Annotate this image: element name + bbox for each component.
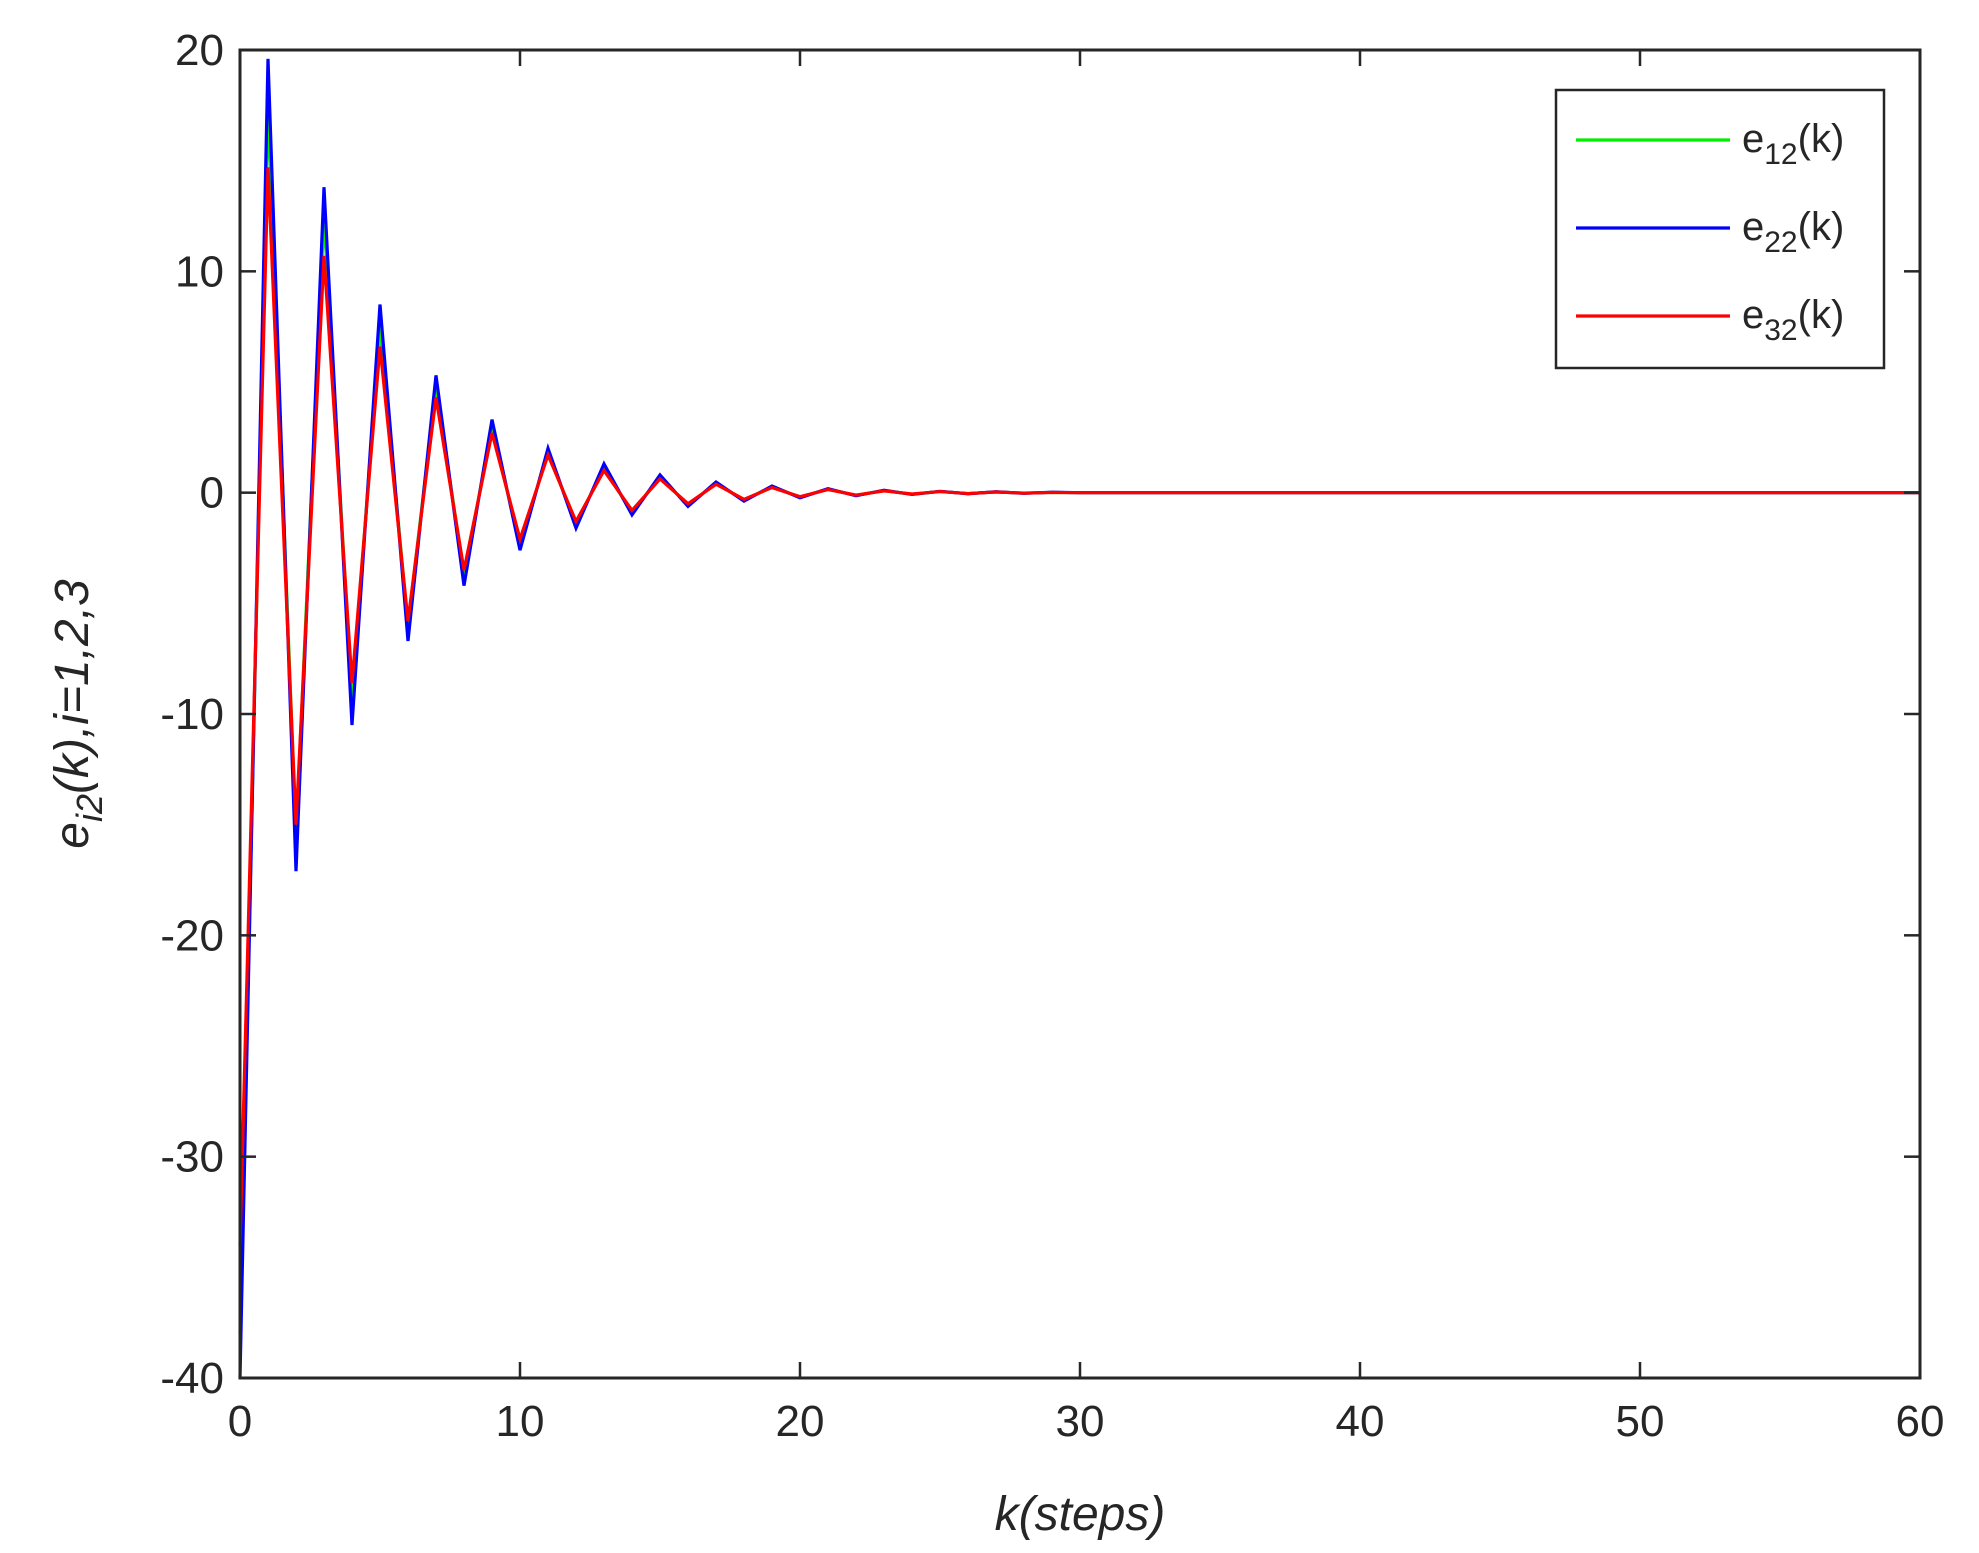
ticks-layer: 0 10 20 30 40 50 60 -40 -30 -20 -10 0 10 20: [160, 26, 1944, 1446]
x-tick-label: 10: [496, 1397, 545, 1446]
legend: e12(k) e22(k) e32(k): [1554, 88, 1886, 370]
x-tick-label: 20: [776, 1397, 825, 1446]
y-axis-title: ei2(k),i=1,2,3: [46, 579, 110, 849]
y-tick-label: -40: [160, 1354, 224, 1403]
x-tick-label: 50: [1616, 1397, 1665, 1446]
x-tick-label: 40: [1336, 1397, 1385, 1446]
y-axis-title-sub: i2: [69, 794, 110, 822]
y-tick-label: 0: [200, 469, 224, 518]
y-tick-label: -20: [160, 911, 224, 960]
x-tick-label: 60: [1896, 1397, 1945, 1446]
x-axis-title: k(steps): [995, 1488, 1166, 1541]
x-tick-label: 0: [228, 1397, 252, 1446]
legend-label-e32(k): e32(k): [1742, 293, 1844, 347]
y-tick-label: 20: [175, 26, 224, 75]
series-layer: [238, 58, 1920, 1379]
y-tick-label: -30: [160, 1133, 224, 1182]
y-tick-label: -10: [160, 690, 224, 739]
y-tick-label: 10: [175, 247, 224, 296]
legend-entries: e12(k) e22(k) e32(k): [1576, 117, 1844, 347]
legend-label-e12(k): e12(k): [1742, 117, 1844, 171]
legend-label-e22(k): e22(k): [1742, 205, 1844, 259]
y-axis-title-rest: (k),i=1,2,3: [46, 579, 99, 794]
series-line-e32(k): [238, 167, 1920, 1246]
x-tick-label: 30: [1056, 1397, 1105, 1446]
y-axis-title-base: e: [46, 822, 99, 849]
